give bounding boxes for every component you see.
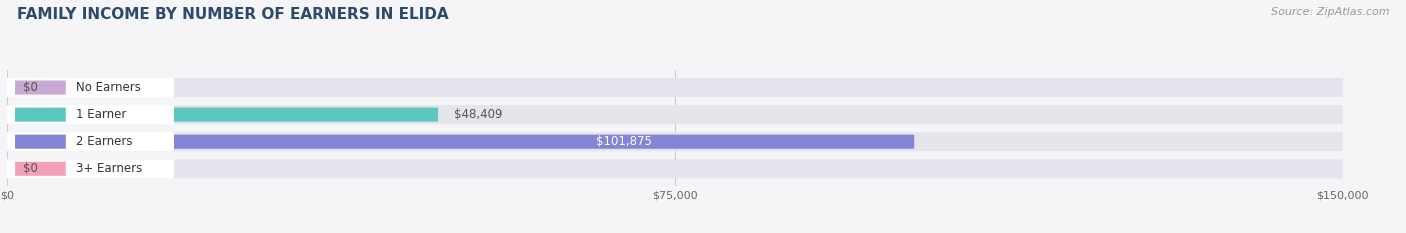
FancyBboxPatch shape — [15, 162, 66, 176]
FancyBboxPatch shape — [7, 105, 174, 124]
FancyBboxPatch shape — [7, 105, 1343, 124]
FancyBboxPatch shape — [7, 78, 1343, 97]
FancyBboxPatch shape — [7, 132, 1343, 151]
FancyBboxPatch shape — [7, 108, 439, 122]
Text: 3+ Earners: 3+ Earners — [76, 162, 143, 175]
FancyBboxPatch shape — [7, 135, 914, 149]
FancyBboxPatch shape — [7, 132, 174, 151]
Text: $101,875: $101,875 — [596, 135, 652, 148]
FancyBboxPatch shape — [7, 159, 1343, 178]
Text: FAMILY INCOME BY NUMBER OF EARNERS IN ELIDA: FAMILY INCOME BY NUMBER OF EARNERS IN EL… — [17, 7, 449, 22]
Text: $0: $0 — [22, 81, 38, 94]
FancyBboxPatch shape — [15, 80, 66, 95]
Text: $48,409: $48,409 — [454, 108, 502, 121]
FancyBboxPatch shape — [15, 135, 66, 149]
FancyBboxPatch shape — [7, 78, 174, 97]
Text: Source: ZipAtlas.com: Source: ZipAtlas.com — [1271, 7, 1389, 17]
Text: 2 Earners: 2 Earners — [76, 135, 134, 148]
Text: 1 Earner: 1 Earner — [76, 108, 127, 121]
FancyBboxPatch shape — [15, 108, 66, 122]
Text: No Earners: No Earners — [76, 81, 142, 94]
FancyBboxPatch shape — [7, 159, 174, 178]
Text: $0: $0 — [22, 162, 38, 175]
